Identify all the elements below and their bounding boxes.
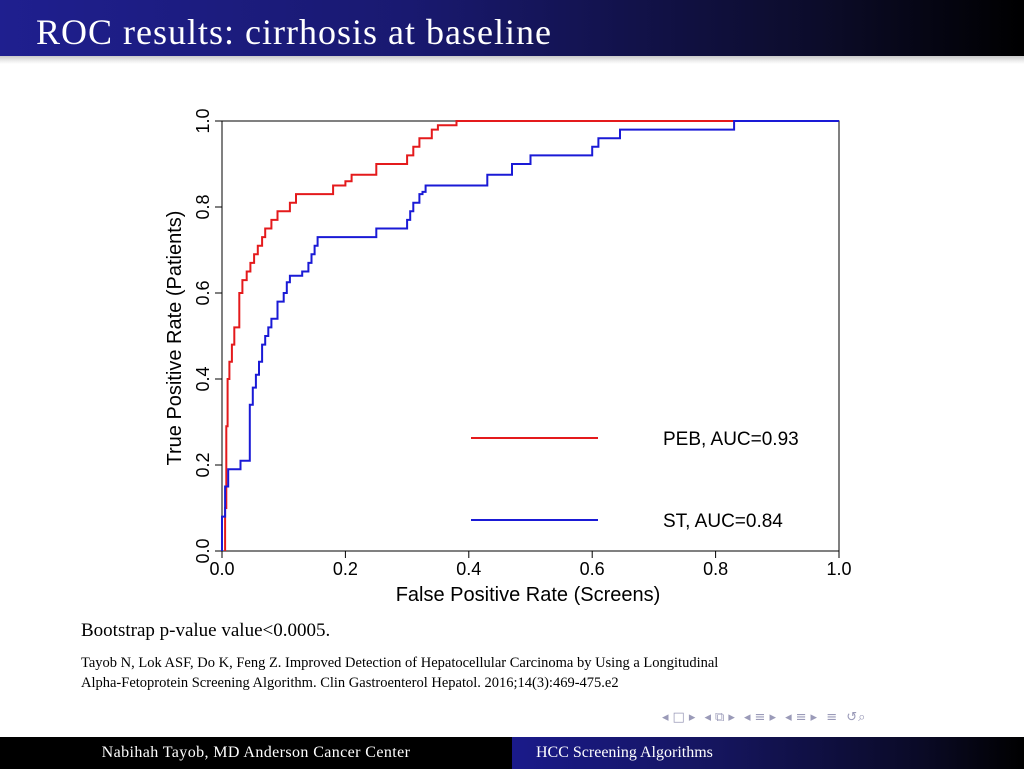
x-axis: 0.0 0.2 0.4 0.6 0.8 1.0	[209, 551, 852, 579]
x-tick-label: 0.0	[209, 559, 234, 579]
nav-align-icon[interactable]: ≡	[826, 710, 839, 725]
bootstrap-pvalue: Bootstrap p-value value<0.0005.	[81, 620, 331, 641]
nav-search-icon[interactable]: ↺⌕	[846, 710, 867, 725]
x-tick-label: 0.6	[580, 559, 605, 579]
footer-talk-title-text: HCC Screening Algorithms	[536, 744, 713, 761]
beamer-navigation: ◂ □ ▸ ◂ ⧉ ▸ ◂ ≡ ▸ ◂ ≡ ▸ ≡ ↺⌕	[662, 710, 869, 725]
citation-line-2: Alpha-Fetoprotein Screening Algorithm. C…	[81, 675, 619, 691]
legend: PEB, AUC=0.93 ST, AUC=0.84	[471, 429, 799, 532]
nav-doc-prev-icon[interactable]: ◂	[785, 710, 793, 725]
nav-subsection-icon[interactable]: ⧉	[715, 710, 726, 725]
footer-author: Nabihah Tayob, MD Anderson Cancer Center	[0, 737, 512, 769]
nav-frame-next-icon[interactable]: ▸	[688, 710, 697, 725]
roc-curve-peb	[224, 120, 839, 551]
legend-label: ST, AUC=0.84	[663, 511, 783, 532]
y-tick-label: 0.4	[193, 366, 213, 391]
title-bar: ROC results: cirrhosis at baseline	[0, 0, 1024, 56]
nav-section-icon[interactable]: ≡	[754, 710, 767, 725]
x-axis-label: False Positive Rate (Screens)	[396, 584, 661, 606]
y-tick-label: 0.0	[193, 538, 213, 563]
roc-curve-st	[221, 120, 839, 551]
plot-frame	[221, 120, 840, 552]
title-shadow	[0, 56, 1024, 64]
nav-doc-icon[interactable]: ≡	[795, 710, 808, 725]
nav-frame-icon[interactable]: □	[672, 710, 686, 725]
legend-label: PEB, AUC=0.93	[663, 429, 799, 450]
y-tick-label: 1.0	[193, 108, 213, 133]
x-tick-label: 1.0	[826, 559, 851, 579]
slide-title: ROC results: cirrhosis at baseline	[36, 12, 552, 52]
footer-talk-title: HCC Screening Algorithms	[512, 737, 1024, 769]
x-tick-label: 0.2	[333, 559, 358, 579]
x-tick-label: 0.8	[703, 559, 728, 579]
nav-section-prev-icon[interactable]: ◂	[744, 710, 752, 725]
y-tick-label: 0.6	[193, 280, 213, 305]
y-axis: 0.0 0.2 0.4 0.6 0.8 1.0	[193, 108, 222, 564]
nav-frame-prev-icon[interactable]: ◂	[662, 710, 670, 725]
x-tick-label: 0.4	[456, 559, 481, 579]
y-tick-label: 0.8	[193, 194, 213, 219]
roc-curves	[221, 120, 839, 551]
y-tick-label: 0.2	[193, 452, 213, 477]
citation-line-1: Tayob N, Lok ASF, Do K, Feng Z. Improved…	[81, 655, 719, 671]
nav-subsection-next-icon[interactable]: ▸	[728, 710, 736, 725]
citation: Tayob N, Lok ASF, Do K, Feng Z. Improved…	[81, 653, 941, 693]
y-axis-label: True Positive Rate (Patients)	[164, 211, 186, 466]
nav-doc-next-icon[interactable]: ▸	[810, 710, 819, 725]
nav-subsection-prev-icon[interactable]: ◂	[704, 710, 713, 725]
nav-section-next-icon[interactable]: ▸	[769, 710, 777, 725]
